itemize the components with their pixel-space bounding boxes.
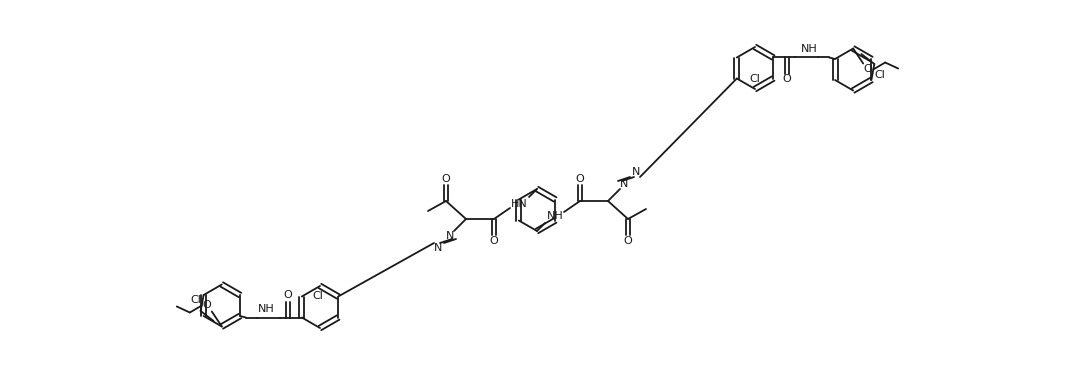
Text: O: O: [624, 236, 632, 246]
Text: NH: NH: [801, 44, 818, 55]
Text: Cl: Cl: [874, 70, 885, 80]
Text: HN: HN: [510, 199, 528, 209]
Text: Cl: Cl: [190, 295, 201, 305]
Text: N: N: [434, 243, 442, 253]
Text: O: O: [284, 291, 292, 300]
Text: Cl: Cl: [750, 74, 761, 84]
Text: NH: NH: [258, 305, 274, 314]
Text: O: O: [441, 174, 450, 184]
Text: O: O: [782, 74, 792, 85]
Text: Cl: Cl: [313, 291, 324, 301]
Text: N: N: [619, 179, 628, 189]
Text: O: O: [575, 174, 585, 184]
Text: N: N: [446, 231, 454, 241]
Text: N: N: [632, 167, 640, 177]
Text: O: O: [864, 65, 873, 74]
Text: NH: NH: [547, 211, 563, 221]
Text: O: O: [490, 236, 498, 246]
Text: O: O: [203, 300, 211, 311]
